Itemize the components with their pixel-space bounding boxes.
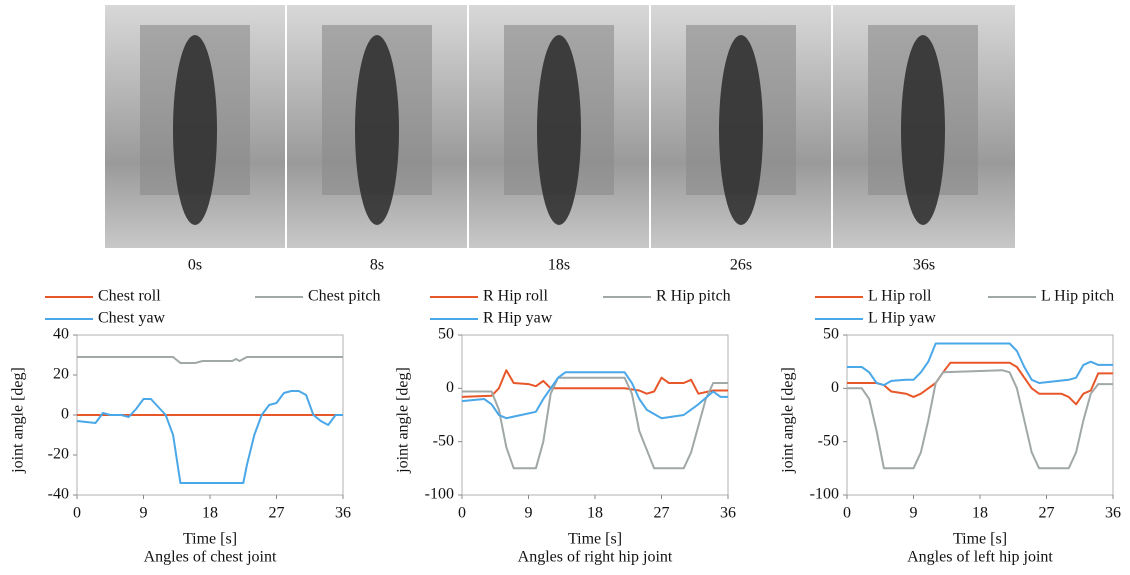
x-tick-label: 18 [587, 505, 603, 522]
y-axis-label: joint angle [deg] [780, 367, 797, 474]
photo-figure [173, 35, 217, 225]
y-tick-label: 50 [823, 326, 839, 343]
x-tick-label: 9 [525, 505, 533, 522]
y-tick-label: -100 [425, 486, 454, 503]
x-tick-label: 0 [843, 505, 851, 522]
legend-label: Chest pitch [308, 288, 380, 305]
x-tick-label: 18 [972, 505, 988, 522]
photo-figure [719, 35, 763, 225]
photo-caption: 26s [730, 257, 752, 274]
y-tick-label: -20 [48, 446, 69, 463]
legend-label: L Hip roll [868, 288, 932, 305]
series-line [461, 369, 728, 398]
photo-caption: 8s [370, 257, 384, 274]
photo-caption: 36s [913, 257, 935, 274]
series-line [847, 361, 1113, 406]
y-tick-label: 20 [53, 366, 69, 383]
y-axis-label: joint angle [deg] [10, 367, 27, 474]
x-tick-label: 36 [335, 505, 351, 522]
series-line [461, 371, 728, 420]
x-tick-label: 9 [910, 505, 918, 522]
y-tick-label: 50 [438, 326, 454, 343]
y-tick-label: -100 [810, 486, 839, 503]
x-tick-label: 36 [720, 505, 736, 522]
photo-caption: 18s [548, 257, 570, 274]
legend-label: L Hip pitch [1041, 288, 1114, 305]
y-tick-label: 0 [61, 406, 69, 423]
photo-figure [901, 35, 945, 225]
y-axis-label: joint angle [deg] [395, 367, 412, 474]
series-line [847, 369, 1113, 470]
x-tick-label: 0 [73, 505, 81, 522]
series-line [462, 376, 728, 470]
legend-label: L Hip yaw [868, 310, 936, 327]
x-tick-label: 0 [458, 505, 466, 522]
photo-figure [355, 35, 399, 225]
y-tick-label: 40 [53, 326, 69, 343]
plot-frame [846, 334, 1114, 496]
legend-label: R Hip pitch [656, 288, 731, 305]
y-tick-label: -40 [48, 486, 69, 503]
x-tick-label: 27 [269, 505, 285, 522]
x-tick-label: 36 [1105, 505, 1121, 522]
x-tick-label: 27 [1039, 505, 1055, 522]
legend-label: R Hip yaw [483, 310, 553, 327]
legend-label: Chest roll [98, 288, 161, 305]
x-axis-label: Time [s] [953, 531, 1007, 548]
y-tick-label: -50 [433, 432, 454, 449]
x-tick-label: 9 [140, 505, 148, 522]
chart-title: Angles of chest joint [144, 549, 277, 566]
chart-title: Angles of right hip joint [518, 549, 673, 566]
x-tick-label: 18 [202, 505, 218, 522]
y-tick-label: -50 [818, 432, 839, 449]
series-line [77, 356, 343, 364]
legend-label: Chest yaw [98, 310, 166, 327]
y-tick-label: 0 [831, 379, 839, 396]
plot-frame [461, 334, 729, 496]
x-axis-label: Time [s] [568, 531, 622, 548]
legend-label: R Hip roll [483, 288, 548, 305]
chart-title: Angles of left hip joint [907, 549, 1053, 566]
x-tick-label: 27 [654, 505, 670, 522]
photo-caption: 0s [188, 257, 202, 274]
x-axis-label: Time [s] [183, 531, 237, 548]
series-line [76, 390, 343, 484]
y-tick-label: 0 [446, 379, 454, 396]
series-line [847, 342, 1113, 387]
photo-figure [537, 35, 581, 225]
